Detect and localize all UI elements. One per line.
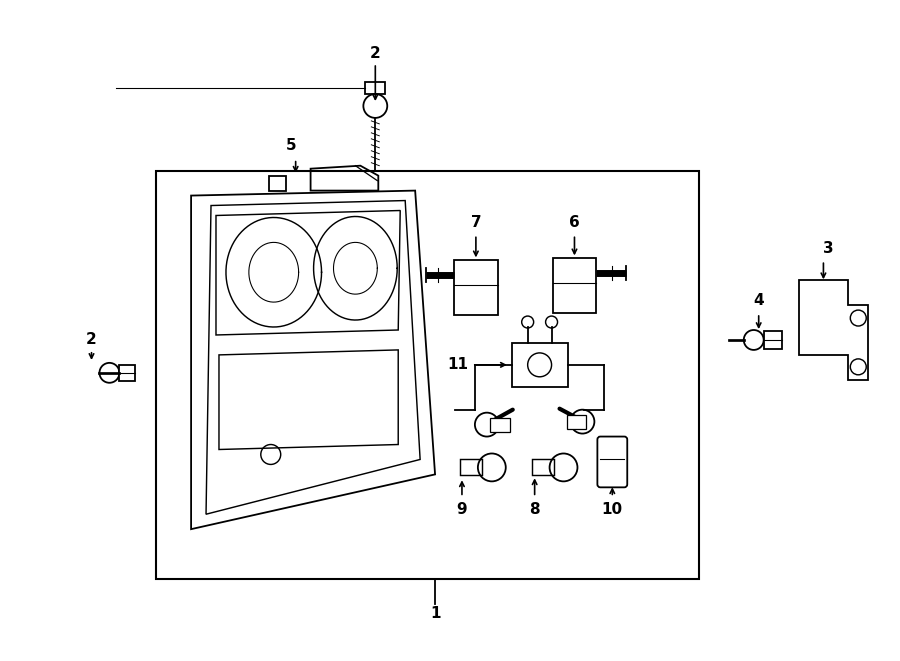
Text: 1: 1 (430, 606, 440, 621)
Text: 5: 5 (285, 138, 296, 153)
Text: 4: 4 (753, 293, 764, 307)
Bar (490, 418, 509, 432)
Bar (454, 260, 498, 315)
Text: 2: 2 (86, 332, 97, 348)
Bar (120, 365, 135, 381)
Text: 8: 8 (529, 502, 540, 517)
Bar (566, 414, 587, 428)
Bar (553, 258, 597, 313)
Bar (157, 171, 699, 579)
Text: 9: 9 (456, 502, 467, 517)
Text: 11: 11 (447, 358, 468, 372)
Text: 3: 3 (824, 241, 833, 256)
Text: 2: 2 (370, 46, 381, 61)
FancyBboxPatch shape (598, 436, 627, 487)
Text: 10: 10 (602, 502, 623, 517)
Bar (764, 331, 781, 349)
Bar (532, 459, 554, 475)
Text: 7: 7 (471, 215, 482, 230)
Text: 6: 6 (569, 215, 580, 230)
Bar (460, 459, 482, 475)
Bar (512, 343, 568, 387)
